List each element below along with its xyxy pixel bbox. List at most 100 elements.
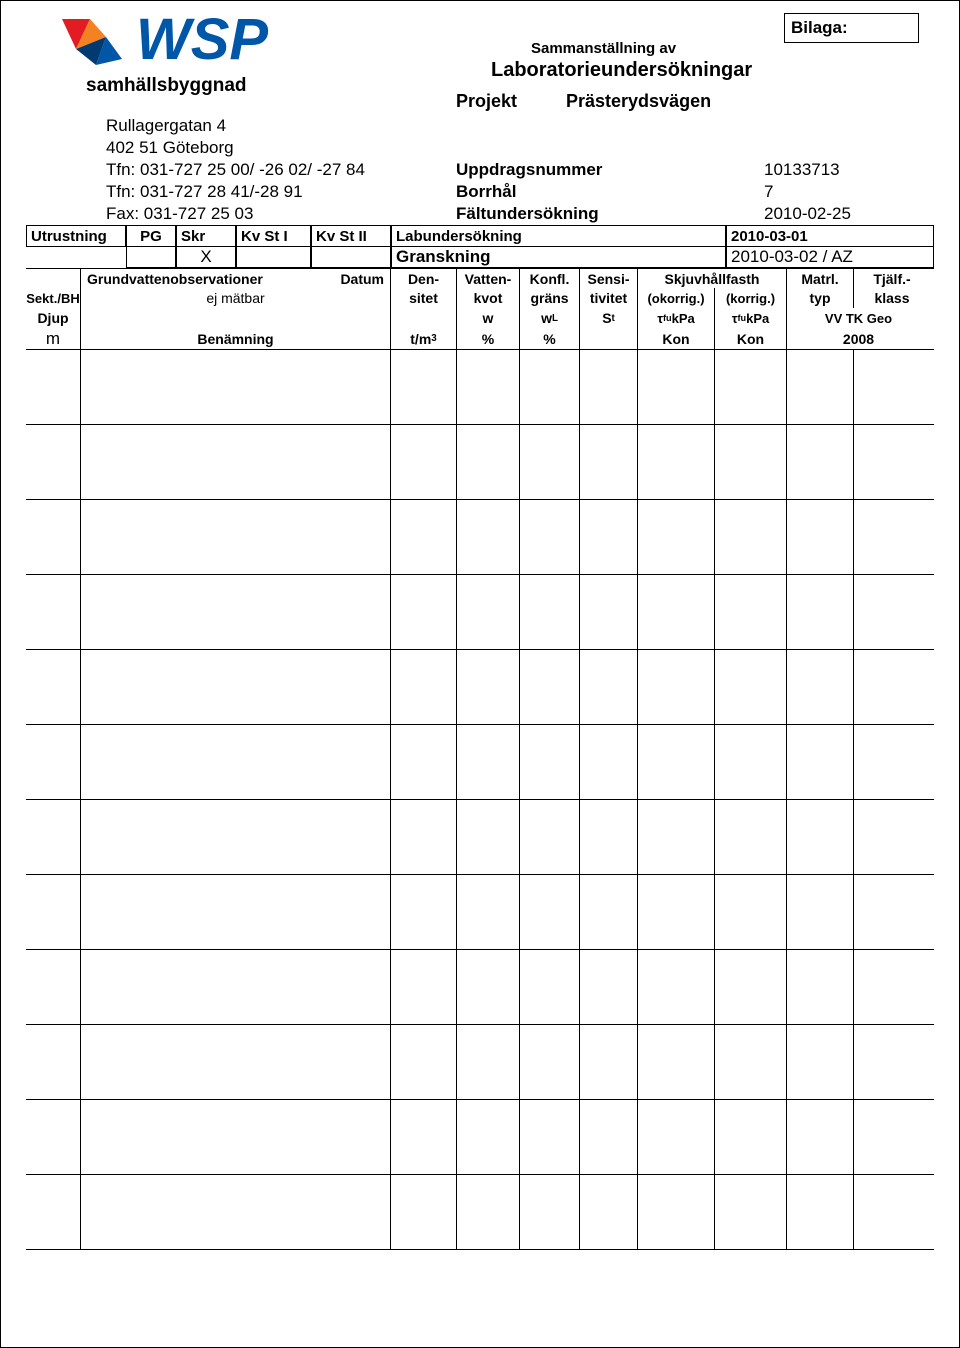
utrustning-row: Utrustning PG Skr Kv St I Kv St II Labun… [26,225,934,247]
data-row [26,500,934,575]
data-cell [390,1025,457,1099]
data-cell [854,1100,930,1174]
data-cell [519,650,580,724]
hdr-i2: typ [786,288,854,308]
data-cell [854,650,930,724]
x-cell-kv2 [311,246,391,268]
hdr-c2: sitet [390,288,457,308]
data-cell [519,950,580,1024]
data-cell [457,500,520,574]
hdr-f1: Sensi- [580,269,638,288]
hdr-c1: Den- [390,269,457,288]
labundersokning-label: Labundersökning [391,225,726,247]
data-cell [786,350,854,424]
data-cell [715,350,787,424]
hdr-f3: St [580,308,638,328]
hdr-b1: Grundvattenobservationer Datum [81,269,391,288]
hdr-f2: tivitet [580,288,638,308]
bilaga-label: Bilaga: [791,18,848,37]
data-row [26,1025,934,1100]
hdr-e4: % [519,328,580,349]
data-cell [390,1100,457,1174]
data-cell [26,800,81,874]
hdr-i1: Matrl. [786,269,854,288]
utrustning-pg: PG [126,225,176,247]
data-cell [637,950,715,1024]
data-row [26,425,934,500]
data-cell [26,1025,81,1099]
contact-row-1: Tfn: 031-727 25 00/ -26 02/ -27 84 [106,160,365,180]
borrhal-value: 7 [764,182,773,202]
data-cell [81,875,391,949]
data-cell [786,500,854,574]
hdr-b3 [81,308,391,328]
data-cell [26,1100,81,1174]
labundersokning-value: 2010-03-01 [726,225,934,247]
summary-title: Sammanställning av [531,40,676,57]
lab-title: Laboratorieundersökningar [491,59,752,82]
hdr-b2: ej mätbar [81,288,391,308]
borrhal-label: Borrhål [456,182,516,202]
utrustning-kvst1: Kv St I [236,225,311,247]
data-cell [715,725,787,799]
data-cell [786,800,854,874]
data-cell [580,800,638,874]
data-cell [390,425,457,499]
data-cell [580,500,638,574]
hdr-b4: Benämning [81,328,391,349]
data-cell [715,800,787,874]
utrustning-kvst2: Kv St II [311,225,391,247]
data-cell [519,725,580,799]
hdr-e2: gräns [519,288,580,308]
data-cell [580,575,638,649]
data-cell [390,500,457,574]
data-cell [26,875,81,949]
bilaga-box: Bilaga: [784,13,919,43]
uppdragsnummer-label: Uppdragsnummer [456,160,602,180]
data-cell [457,425,520,499]
data-cell [26,500,81,574]
sub-heading: samhällsbyggnad [86,75,247,97]
data-cell [854,500,930,574]
data-cell [786,950,854,1024]
hdr-g3: τfu kPa [637,308,715,328]
data-cell [637,650,715,724]
data-cell [637,800,715,874]
data-cell [580,650,638,724]
data-cell [390,1175,457,1249]
hdr-f4 [580,328,638,349]
data-cell [854,875,930,949]
hdr-d4: % [457,328,520,349]
data-cell [519,1175,580,1249]
data-cell [580,875,638,949]
data-cell [715,500,787,574]
hdr-h4: Kon [715,328,787,349]
data-cell [26,1175,81,1249]
hdr-a3: Djup [26,308,81,328]
data-cell [26,725,81,799]
data-cell [457,1175,520,1249]
data-cell [786,575,854,649]
hdr-c4: t/m3 [390,328,457,349]
data-cell [81,650,391,724]
data-cell [457,1100,520,1174]
data-cell [26,650,81,724]
utrustning-skr: Skr [176,225,236,247]
x-cell-kv1 [236,246,311,268]
address-line-1: Rullagergatan 4 [106,116,226,136]
data-cell [715,425,787,499]
data-cell [519,1025,580,1099]
data-row [26,350,934,425]
data-cell [715,575,787,649]
grundvatten-label: Grundvattenobservationer [87,271,263,287]
contact-row-2: Tfn: 031-727 28 41/-28 91 [106,182,303,202]
data-cell [81,500,391,574]
data-cell [81,950,391,1024]
data-cell [519,500,580,574]
data-cell [637,500,715,574]
data-cell [580,425,638,499]
column-headers: Grundvattenobservationer Datum Den- Vatt… [26,268,934,350]
data-cell [786,425,854,499]
data-row [26,875,934,950]
data-cell [81,725,391,799]
